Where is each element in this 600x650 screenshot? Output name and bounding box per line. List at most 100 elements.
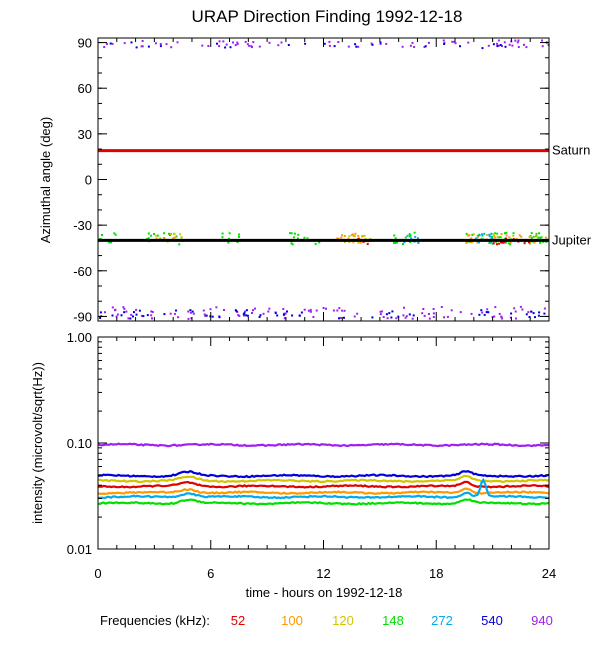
scatter-point-100 xyxy=(361,235,363,238)
scatter-point-148 xyxy=(306,237,309,240)
scatter-point-148 xyxy=(413,231,416,234)
scatter-point-940 xyxy=(140,314,143,317)
scatter-point-148 xyxy=(238,235,240,238)
azimuth-panel: Saturn Jupiter 90 60 30 0 -30 -60 -90 Azimuthal… xyxy=(38,36,592,325)
y-tick-label: -60 xyxy=(73,264,92,279)
scatter-point-940 xyxy=(498,312,501,315)
scatter-point-940 xyxy=(508,43,511,46)
scatter-point-148 xyxy=(394,242,397,244)
scatter-point-100 xyxy=(535,234,538,237)
scatter-point-940 xyxy=(114,308,117,311)
scatter-point-940 xyxy=(454,42,457,45)
scatter-point-540 xyxy=(99,317,102,319)
scatter-point-940 xyxy=(370,42,373,45)
scatter-point-120 xyxy=(343,241,346,244)
scatter-point-540 xyxy=(99,311,102,314)
scatter-point-148 xyxy=(409,241,412,243)
legend-title: Frequencies (kHz): xyxy=(100,613,210,628)
scatter-point-940 xyxy=(201,44,204,47)
scatter-point-940 xyxy=(451,40,454,43)
scatter-point-52 xyxy=(500,241,503,244)
scatter-point-540 xyxy=(528,316,531,318)
scatter-point-940 xyxy=(268,307,271,310)
scatter-point-540 xyxy=(532,312,535,315)
scatter-point-940 xyxy=(328,40,331,43)
azimuth-y-axis-label: Azimuthal angle (deg) xyxy=(38,117,53,243)
scatter-point-540 xyxy=(323,42,326,45)
y-tick-label: 0.10 xyxy=(67,436,92,451)
scatter-point-540 xyxy=(191,310,194,313)
scatter-point-148 xyxy=(494,232,497,235)
scatter-point-940 xyxy=(517,46,520,48)
scatter-point-120 xyxy=(154,234,157,237)
scatter-point-540 xyxy=(216,42,218,45)
scatter-point-540 xyxy=(478,313,481,316)
scatter-point-940 xyxy=(250,45,253,48)
scatter-point-940 xyxy=(338,307,341,310)
scatter-point-940 xyxy=(165,43,168,46)
scatter-point-148 xyxy=(404,236,407,239)
scatter-point-100 xyxy=(354,232,357,235)
scatter-point-940 xyxy=(519,305,522,308)
scatter-point-940 xyxy=(382,316,385,318)
scatter-point-540 xyxy=(286,310,288,313)
scatter-point-940 xyxy=(443,316,446,319)
scatter-point-148 xyxy=(545,240,548,243)
scatter-point-148 xyxy=(221,232,224,235)
scatter-point-148 xyxy=(396,241,399,244)
scatter-point-540 xyxy=(111,314,114,317)
scatter-point-540 xyxy=(300,311,303,314)
scatter-point-940 xyxy=(446,315,449,318)
scatter-point-148 xyxy=(505,231,508,234)
scatter-point-148 xyxy=(175,235,178,238)
scatter-point-100 xyxy=(163,237,166,240)
legend-item-148: 148 xyxy=(382,613,404,628)
scatter-point-100 xyxy=(336,237,339,240)
scatter-point-148 xyxy=(408,233,411,236)
scatter-point-940 xyxy=(511,44,514,47)
scatter-point-272 xyxy=(475,237,478,240)
scatter-point-940 xyxy=(443,41,446,44)
y-tick-label: 90 xyxy=(78,36,92,51)
scatter-point-940 xyxy=(222,40,225,43)
scatter-point-120 xyxy=(480,237,483,240)
scatter-point-540 xyxy=(424,45,427,48)
scatter-point-940 xyxy=(189,311,192,314)
scatter-point-940 xyxy=(202,309,205,312)
scatter-point-540 xyxy=(147,45,150,48)
intensity-series-940 xyxy=(97,442,550,448)
scatter-point-100 xyxy=(340,236,343,239)
scatter-point-940 xyxy=(353,315,356,318)
scatter-point-940 xyxy=(151,311,154,313)
scatter-point-148 xyxy=(318,241,321,244)
scatter-point-940 xyxy=(427,41,430,44)
scatter-point-272 xyxy=(478,241,480,244)
scatter-point-148 xyxy=(293,232,296,235)
scatter-point-148 xyxy=(537,236,540,239)
scatter-point-148 xyxy=(297,237,299,240)
scatter-point-52 xyxy=(496,243,498,246)
scatter-point-540 xyxy=(235,310,238,313)
scatter-point-540 xyxy=(496,45,499,48)
scatter-point-148 xyxy=(540,236,543,239)
scatter-point-148 xyxy=(497,236,500,239)
scatter-point-100 xyxy=(343,235,346,237)
scatter-point-940 xyxy=(207,45,210,47)
scatter-point-148 xyxy=(228,237,230,240)
scatter-point-540 xyxy=(388,312,391,315)
scatter-point-940 xyxy=(105,43,108,45)
scatter-point-940 xyxy=(411,41,414,44)
scatter-point-148 xyxy=(238,233,240,236)
scatter-point-540 xyxy=(480,309,483,312)
scatter-point-940 xyxy=(309,308,312,311)
scatter-point-940 xyxy=(409,44,412,47)
scatter-point-940 xyxy=(150,314,153,317)
intensity-series-100 xyxy=(97,487,550,495)
scatter-point-120 xyxy=(528,236,531,238)
scatter-point-148 xyxy=(491,242,494,245)
scatter-point-940 xyxy=(116,313,119,316)
scatter-point-148 xyxy=(227,241,230,244)
scatter-point-940 xyxy=(497,39,500,42)
scatter-point-148 xyxy=(465,232,468,235)
